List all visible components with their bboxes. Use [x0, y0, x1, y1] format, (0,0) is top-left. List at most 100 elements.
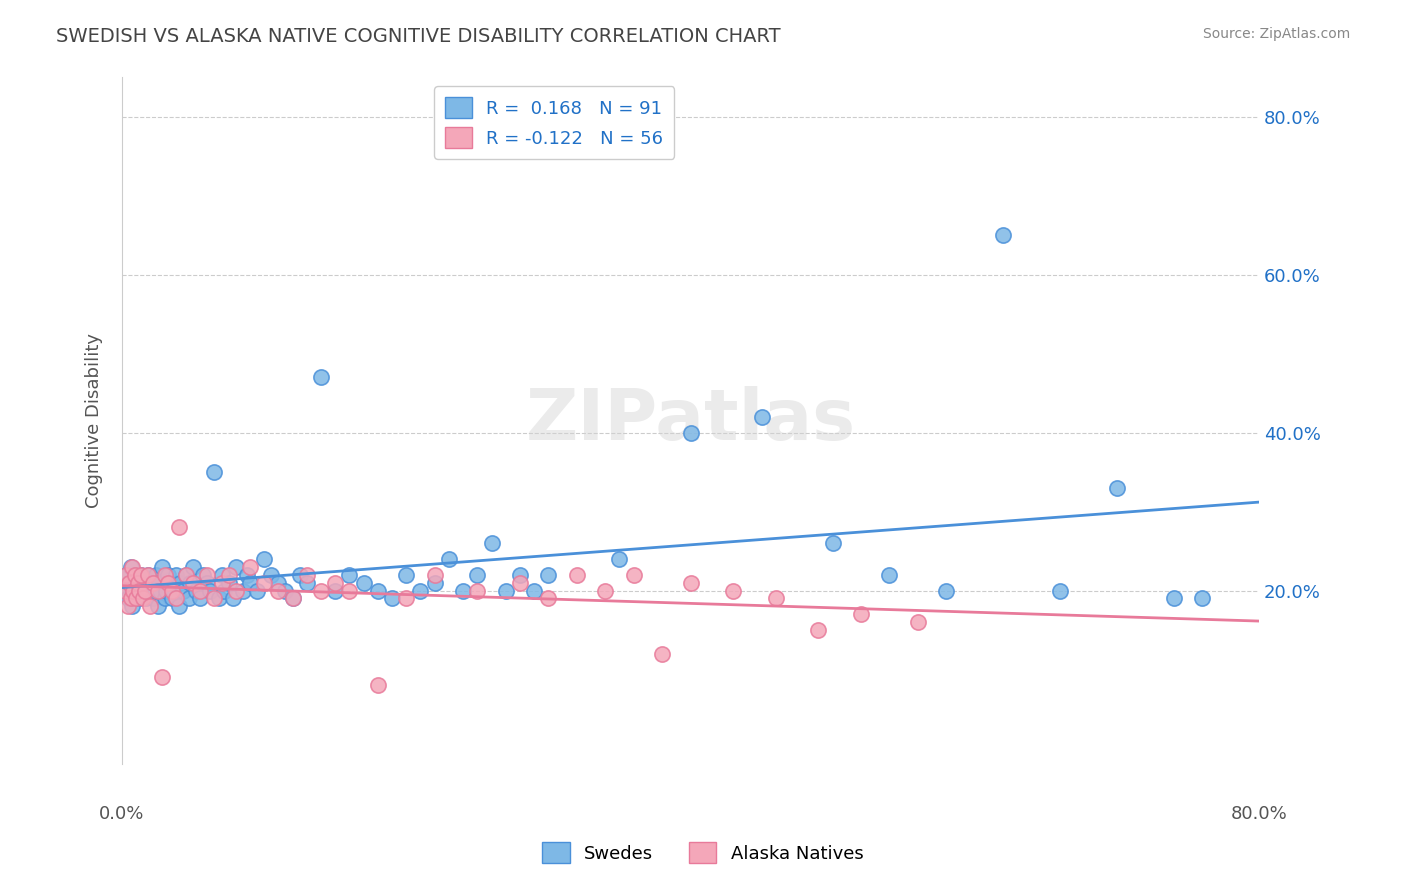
Point	[208, 591, 231, 606]
Point	[991, 228, 1014, 243]
Point	[118, 575, 141, 590]
Point	[537, 567, 560, 582]
Point	[184, 583, 207, 598]
Point	[339, 567, 361, 582]
Point	[135, 591, 157, 606]
Point	[153, 567, 176, 582]
Point	[204, 591, 226, 606]
Point	[423, 575, 446, 590]
Point	[423, 567, 446, 582]
Point	[124, 567, 146, 582]
Point	[218, 567, 240, 582]
Point	[623, 567, 645, 582]
Point	[160, 591, 183, 606]
Point	[451, 583, 474, 598]
Point	[395, 591, 418, 606]
Point	[211, 567, 233, 582]
Point	[849, 607, 872, 622]
Point	[523, 583, 546, 598]
Point	[481, 536, 503, 550]
Point	[138, 583, 160, 598]
Point	[181, 575, 204, 590]
Point	[134, 583, 156, 598]
Point	[136, 567, 159, 582]
Point	[127, 575, 149, 590]
Point	[159, 575, 181, 590]
Point	[225, 560, 247, 574]
Point	[260, 567, 283, 582]
Point	[127, 575, 149, 590]
Point	[236, 567, 259, 582]
Point	[935, 583, 957, 598]
Legend: R =  0.168   N = 91, R = -0.122   N = 56: R = 0.168 N = 91, R = -0.122 N = 56	[434, 87, 673, 159]
Point	[198, 583, 221, 598]
Point	[565, 567, 588, 582]
Point	[149, 583, 172, 598]
Point	[651, 647, 673, 661]
Point	[274, 583, 297, 598]
Point	[821, 536, 844, 550]
Point	[222, 591, 245, 606]
Point	[295, 575, 318, 590]
Point	[721, 583, 744, 598]
Point	[156, 575, 179, 590]
Point	[129, 567, 152, 582]
Point	[225, 583, 247, 598]
Point	[339, 583, 361, 598]
Point	[751, 409, 773, 424]
Point	[155, 583, 177, 598]
Point	[807, 623, 830, 637]
Point	[174, 567, 197, 582]
Point	[128, 583, 150, 598]
Point	[195, 567, 218, 582]
Point	[146, 599, 169, 614]
Point	[150, 560, 173, 574]
Point	[267, 575, 290, 590]
Point	[177, 591, 200, 606]
Point	[145, 567, 167, 582]
Point	[253, 575, 276, 590]
Point	[409, 583, 432, 598]
Point	[309, 370, 332, 384]
Point	[128, 583, 150, 598]
Point	[169, 575, 191, 590]
Text: SWEDISH VS ALASKA NATIVE COGNITIVE DISABILITY CORRELATION CHART: SWEDISH VS ALASKA NATIVE COGNITIVE DISAB…	[56, 27, 780, 45]
Point	[142, 575, 165, 590]
Point	[1049, 583, 1071, 598]
Point	[139, 599, 162, 614]
Point	[537, 591, 560, 606]
Point	[679, 575, 702, 590]
Y-axis label: Cognitive Disability: Cognitive Disability	[86, 334, 103, 508]
Point	[381, 591, 404, 606]
Point	[125, 591, 148, 606]
Point	[239, 560, 262, 574]
Point	[153, 591, 176, 606]
Point	[167, 520, 190, 534]
Point	[134, 583, 156, 598]
Point	[124, 567, 146, 582]
Point	[211, 575, 233, 590]
Point	[609, 552, 631, 566]
Point	[232, 583, 254, 598]
Point	[465, 583, 488, 598]
Point	[120, 560, 142, 574]
Point	[323, 575, 346, 590]
Point	[214, 583, 236, 598]
Point	[353, 575, 375, 590]
Point	[122, 583, 145, 598]
Point	[132, 591, 155, 606]
Point	[395, 567, 418, 582]
Point	[204, 465, 226, 479]
Point	[117, 591, 139, 606]
Point	[367, 678, 389, 692]
Point	[509, 575, 531, 590]
Text: ZIPatlas: ZIPatlas	[526, 386, 856, 455]
Point	[765, 591, 787, 606]
Point	[907, 615, 929, 629]
Point	[142, 591, 165, 606]
Point	[148, 575, 170, 590]
Point	[191, 567, 214, 582]
Point	[181, 560, 204, 574]
Point	[165, 567, 187, 582]
Point	[118, 575, 141, 590]
